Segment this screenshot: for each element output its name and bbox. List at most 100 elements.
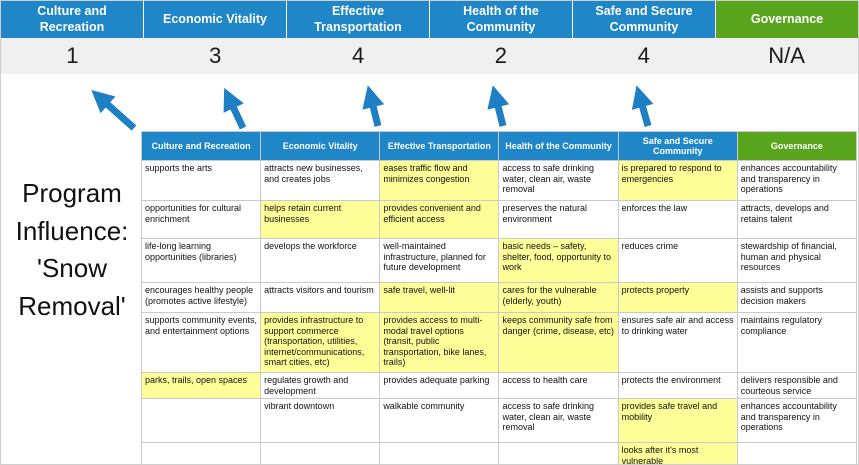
matrix-cell	[260, 442, 381, 464]
matrix-cell-text: preserves the natural environment	[502, 203, 588, 224]
matrix-cell-text: encourages healthy people (promotes acti…	[145, 285, 254, 306]
matrix-cell-text: access to safe drinking water, clean air…	[502, 401, 595, 433]
matrix-cell-highlighted: basic needs – safety, shelter, food, opp…	[498, 238, 619, 283]
arrow-culture-icon	[91, 90, 137, 131]
matrix-cell-text: provides convenient and efficient access	[383, 203, 481, 224]
matrix-cell-text: provides infrastructure to support comme…	[264, 315, 365, 368]
matrix-cell-highlighted: safe travel, well-lit	[379, 282, 500, 313]
matrix-cell-text: access to health care	[502, 375, 588, 385]
matrix-cell-text: walkable community	[383, 401, 465, 412]
matrix-cell: stewardship of financial, human and phys…	[736, 238, 858, 283]
matrix-cell: maintains regulatory compliance	[736, 312, 858, 373]
pillar-header: Governance	[716, 1, 858, 38]
matrix-cell: delivers responsible and courteous servi…	[736, 371, 858, 400]
pillar-label: Economic Vitality	[163, 11, 267, 26]
matrix-cell-text: regulates growth and development	[264, 375, 349, 396]
matrix-cell	[736, 442, 858, 464]
matrix-cell: protects the environment	[617, 371, 738, 400]
pillar-score-value: N/A	[768, 43, 805, 68]
pillar-score: N/A	[715, 38, 858, 74]
matrix-header: Governance	[736, 131, 858, 161]
matrix-cell	[140, 398, 262, 444]
matrix-row: parks, trails, open spaces regulates grow…	[140, 371, 858, 400]
matrix-cell-text: ensures safe air and access to drinking …	[621, 315, 734, 336]
matrix-cell-highlighted: cares for the vulnerable (elderly, youth…	[498, 282, 619, 313]
matrix-header-label: Culture and Recreation	[151, 140, 251, 151]
matrix-cell-text: attracts new businesses, and creates job…	[264, 163, 363, 184]
arrow-health-icon	[487, 85, 510, 127]
matrix-header-label: Economic Vitality	[282, 140, 358, 151]
matrix-cell-text: attracts visitors and tourism	[264, 285, 374, 295]
pillar-score-value: 3	[209, 43, 222, 68]
matrix-header: Effective Transportation	[379, 131, 500, 161]
matrix-cell-highlighted: protects property	[617, 282, 738, 313]
matrix-cell: vibrant downtown	[260, 398, 381, 444]
matrix-cell-text: reduces crime	[621, 241, 679, 251]
pillar-score-value: 4	[637, 43, 650, 68]
matrix-row: supports community events, and entertain…	[140, 312, 858, 373]
pillar-score: 4	[287, 38, 430, 74]
matrix-cell-text: attracts, develops and retains talent	[740, 203, 829, 224]
matrix-cell: well-maintained infrastructure, planned …	[379, 238, 500, 283]
matrix-header-label: Effective Transportation	[387, 140, 491, 151]
matrix-cell-text: keeps community safe from danger (crime,…	[502, 315, 615, 336]
matrix-cell-highlighted: provides infrastructure to support comme…	[260, 312, 381, 373]
matrix-cell: develops the workforce	[260, 238, 381, 283]
matrix-cell	[379, 442, 500, 464]
matrix-row: supports the arts attracts new businesses…	[140, 160, 858, 201]
matrix-cell-text: protects property	[621, 285, 690, 295]
matrix-cell: provides adequate parking	[379, 371, 500, 400]
matrix-cell-text: safe travel, well-lit	[383, 285, 455, 295]
pillar-header: Culture and Recreation	[1, 1, 144, 38]
matrix-cell: access to safe drinking water, clean air…	[498, 398, 619, 444]
matrix-header: Culture and Recreation	[140, 131, 262, 161]
pillar-score-value: 2	[494, 43, 508, 68]
arrow-transportation-icon	[362, 85, 385, 127]
matrix-cell-text: basic needs – safety, shelter, food, opp…	[502, 241, 612, 273]
matrix-cell: enforces the law	[617, 200, 738, 239]
matrix-cell: enhances accountability and transparency…	[736, 398, 858, 444]
matrix-cell-text: provides access to multi-modal travel op…	[383, 315, 487, 368]
matrix-cell-text: cares for the vulnerable (elderly, youth…	[502, 285, 597, 306]
matrix-cell-highlighted: eases traffic flow and minimizes congest…	[379, 160, 500, 201]
matrix-row: looks after it's most vulnerable	[140, 442, 858, 464]
pillar-score: 4	[572, 38, 715, 74]
pillar-label: Health of the Community	[463, 3, 539, 34]
pillar-banner: Culture and Recreation Economic Vitality E…	[1, 1, 858, 38]
matrix-cell: life-long learning opportunities (librar…	[140, 238, 262, 283]
pillar-label: Effective Transportation	[314, 3, 402, 34]
matrix-cell: attracts new businesses, and creates job…	[260, 160, 381, 201]
score-row: 1 3 4 2 4 N/A	[1, 38, 858, 74]
pillar-header: Safe and Secure Community	[573, 1, 716, 38]
pillar-label: Safe and Secure Community	[595, 3, 693, 34]
matrix-header: Economic Vitality	[260, 131, 381, 161]
matrix-cell-text: assists and supports decision makers	[740, 285, 823, 306]
matrix-cell-text: protects the environment	[621, 375, 721, 385]
matrix-cell-text: enforces the law	[621, 203, 688, 213]
matrix-cell-text: stewardship of financial, human and phys…	[740, 241, 837, 273]
matrix-header-label: Health of the Community	[505, 140, 612, 151]
matrix-cell-text: develops the workforce	[264, 241, 357, 251]
matrix-cell: regulates growth and development	[260, 371, 381, 400]
matrix-cell	[498, 442, 619, 464]
matrix-cell: reduces crime	[617, 238, 738, 283]
matrix-cell-text: eases traffic flow and minimizes congest…	[383, 163, 470, 184]
pillar-label: Governance	[750, 11, 824, 26]
matrix-cell-text: life-long learning opportunities (librar…	[145, 241, 237, 262]
matrix-cell: walkable community	[379, 398, 500, 444]
matrix-cell-text: opportunities for cultural enrichment	[145, 203, 242, 224]
matrix-cell-text: is prepared to respond to emergencies	[621, 163, 722, 184]
matrix-cell-highlighted: parks, trails, open spaces	[140, 371, 262, 400]
matrix-cell-text: access to safe drinking water, clean air…	[502, 163, 595, 195]
matrix-cell-text: vibrant downtown	[264, 401, 335, 412]
matrix-cell: supports community events, and entertain…	[140, 312, 262, 373]
pillar-header: Economic Vitality	[144, 1, 287, 38]
matrix-cell-text: parks, trails, open spaces	[145, 375, 248, 385]
matrix-cell-text: helps retain current businesses	[264, 203, 342, 224]
matrix-cell: access to safe drinking water, clean air…	[498, 160, 619, 201]
matrix-cell: preserves the natural environment	[498, 200, 619, 239]
matrix-cell-highlighted: provides access to multi-modal travel op…	[379, 312, 500, 373]
matrix-cell-text: enhances accountability and transparency…	[740, 401, 837, 433]
matrix-cell: attracts, develops and retains talent	[736, 200, 858, 239]
